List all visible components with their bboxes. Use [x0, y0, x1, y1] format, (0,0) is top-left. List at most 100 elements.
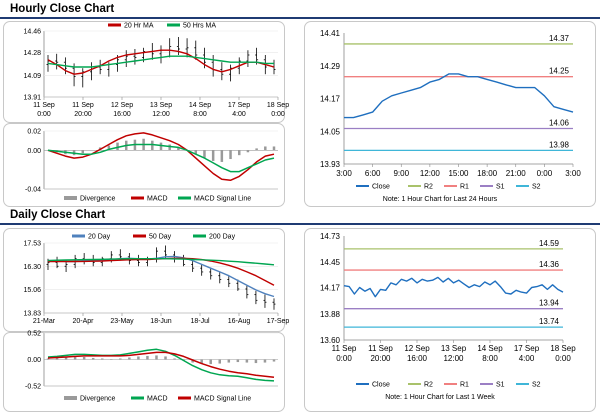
hourly-pivot-x-tick: 15:00	[448, 169, 469, 178]
daily-ma-x-tick-date: 23-May	[110, 318, 134, 325]
daily-macd-legend-signal-label: MACD Signal Line	[194, 396, 251, 403]
hourly-ma-x-tick-date: 17 Sep	[228, 102, 250, 109]
daily-macd-y-tick: 0.00	[27, 357, 41, 364]
hourly-ma-x-tick-time: 12:00	[152, 111, 170, 118]
daily-pivot-x-tick-time: 4:00	[519, 354, 535, 363]
hourly-section-divider	[0, 17, 600, 19]
hourly-ma-series-1	[47, 49, 275, 75]
daily-ma-x-tick-date: 20-Apr	[72, 318, 94, 325]
hourly-pivot-panel	[304, 21, 596, 207]
daily-ma-y-tick: 17.53	[23, 241, 41, 248]
daily-ma-x-tick-date: 21-Mar	[33, 318, 56, 325]
hourly-pivot-x-tick: 6:00	[365, 169, 381, 178]
daily-pivot-y-tick: 14.45	[320, 258, 341, 267]
hourly-pivot-y-tick: 14.29	[320, 62, 341, 71]
hourly-ma-x-tick-date: 11 Sep	[72, 102, 94, 109]
hourly-pivot-x-tick: 12:00	[420, 169, 441, 178]
hourly-pivot-level-label-r1: 14.25	[549, 67, 570, 76]
hourly-pivot-x-tick: 0:00	[537, 169, 553, 178]
daily-pivot-panel	[304, 228, 596, 412]
hourly-ma-y-tick: 14.09	[23, 73, 41, 80]
hourly-pivot-x-tick: 9:00	[393, 169, 409, 178]
daily-pivot-x-tick-date: 11 Sep	[368, 344, 393, 353]
daily-pivot-x-tick-date: 18 Sep	[550, 344, 576, 353]
daily-pivot-y-tick: 13.60	[320, 336, 341, 345]
daily-pivot-x-tick-date: 11 Sep	[332, 344, 357, 353]
hourly-ma-x-tick-date: 14 Sep	[189, 102, 211, 109]
daily-pivot-x-tick-time: 16:00	[407, 354, 428, 363]
hourly-ma-x-tick-time: 4:00	[232, 111, 246, 118]
daily-pivot-legend-close-label: Close	[372, 382, 390, 389]
daily-ma-x-tick-date: 16-Aug	[228, 318, 251, 325]
hourly-macd-panel	[3, 123, 285, 207]
daily-pivot-legend-s2-label: S2	[532, 382, 541, 389]
daily-macd-macd-line	[47, 348, 275, 382]
daily-ma-x-tick-date: 17-Sep	[267, 318, 290, 325]
daily-pivot-x-tick-date: 17 Sep	[514, 344, 540, 353]
daily-pivot-level-label-r1: 14.36	[539, 260, 560, 269]
hourly-ma-legend-20hr-label: 20 Hr MA	[124, 23, 154, 30]
hourly-ma-x-tick-date: 13 Sep	[150, 102, 172, 109]
daily-pivot-level-label-s2: 13.74	[539, 317, 560, 326]
hourly-ma-y-tick: 14.46	[23, 29, 41, 36]
hourly-ma-x-tick-date: 18 Sep	[267, 102, 289, 109]
hourly-ma-legend-50hr-label: 50 Hrs MA	[183, 23, 216, 30]
hourly-pivot-y-tick: 14.05	[320, 127, 341, 136]
hourly-pivot-close-line	[344, 73, 574, 119]
daily-pivot-level-label-s1: 13.94	[539, 299, 560, 308]
hourly-macd-legend-divergence-label: Divergence	[80, 196, 116, 203]
daily-pivot-legend-r2-label: R2	[424, 382, 433, 389]
daily-pivot-y-tick: 14.73	[320, 232, 341, 241]
daily-pivot-x-tick-date: 12 Sep	[404, 344, 430, 353]
hourly-macd-signal-line	[47, 143, 275, 173]
daily-ma-y-tick: 15.06	[23, 287, 41, 294]
hourly-ma-x-tick-date: 11 Sep	[33, 102, 55, 109]
daily-macd-signal-line	[47, 351, 275, 379]
hourly-pivot-x-tick: 3:00	[565, 169, 581, 178]
hourly-pivot-x-tick: 18:00	[477, 169, 498, 178]
daily-pivot-legend-r1-label: R1	[460, 382, 469, 389]
hourly-pivot-legend-s1-label: S1	[496, 184, 505, 191]
daily-pivot-legend-s1-label: S1	[496, 382, 505, 389]
hourly-ma-x-tick-time: 0:00	[271, 111, 285, 118]
hourly-pivot-level-label-s1: 14.06	[549, 119, 570, 128]
daily-ma-legend-50day-label: 50 Day	[149, 234, 172, 241]
hourly-pivot-level-label-r2: 14.37	[549, 34, 570, 43]
hourly-ma-panel	[3, 21, 285, 123]
hourly-pivot-note: Note: 1 Hour Chart for Last 24 Hours	[383, 196, 498, 203]
daily-section-title: Daily Close Chart	[10, 209, 106, 221]
daily-ma-series-1	[48, 255, 275, 298]
daily-pivot-y-tick: 14.17	[320, 284, 341, 293]
daily-pivot-x-tick-time: 8:00	[482, 354, 498, 363]
hourly-pivot-legend-close-label: Close	[372, 184, 390, 191]
daily-pivot-x-tick-time: 0:00	[555, 354, 571, 363]
daily-ma-x-tick-date: 18-Jun	[150, 318, 172, 325]
daily-pivot-close-line	[343, 276, 564, 298]
hourly-pivot-y-tick: 14.41	[320, 29, 341, 38]
hourly-pivot-y-tick: 14.17	[320, 95, 341, 104]
hourly-macd-legend-macd-label: MACD	[147, 196, 168, 203]
hourly-macd-legend-signal-label: MACD Signal Line	[194, 196, 251, 203]
daily-pivot-level-label-r2: 14.59	[539, 239, 560, 248]
hourly-ma-x-tick-time: 8:00	[193, 111, 207, 118]
daily-ma-legend-20day-label: 20 Day	[88, 234, 111, 241]
hourly-macd-y-tick: -0.04	[25, 187, 41, 194]
daily-pivot-x-tick-time: 12:00	[443, 354, 464, 363]
daily-pivot-y-tick: 13.88	[320, 310, 341, 319]
daily-section-divider	[0, 223, 600, 225]
hourly-pivot-legend-r2-label: R2	[424, 184, 433, 191]
daily-macd-y-tick: -0.52	[25, 384, 41, 391]
daily-pivot-x-tick-time: 20:00	[370, 354, 391, 363]
hourly-pivot-level-label-s2: 13.98	[549, 140, 570, 149]
daily-pivot-x-tick-time: 0:00	[336, 354, 352, 363]
hourly-section-title: Hourly Close Chart	[10, 3, 115, 15]
hourly-ma-x-tick-time: 0:00	[37, 111, 51, 118]
hourly-ma-y-tick: 14.28	[23, 50, 41, 57]
hourly-pivot-x-tick: 3:00	[336, 169, 352, 178]
daily-pivot-note: Note: 1 Hour Chart for Last 1 Week	[385, 394, 495, 401]
hourly-ma-x-tick-time: 20:00	[74, 111, 92, 118]
hourly-pivot-legend-s2-label: S2	[532, 184, 541, 191]
daily-macd-legend-macd-label: MACD	[147, 396, 168, 403]
daily-macd-y-tick: 0.52	[27, 331, 41, 338]
